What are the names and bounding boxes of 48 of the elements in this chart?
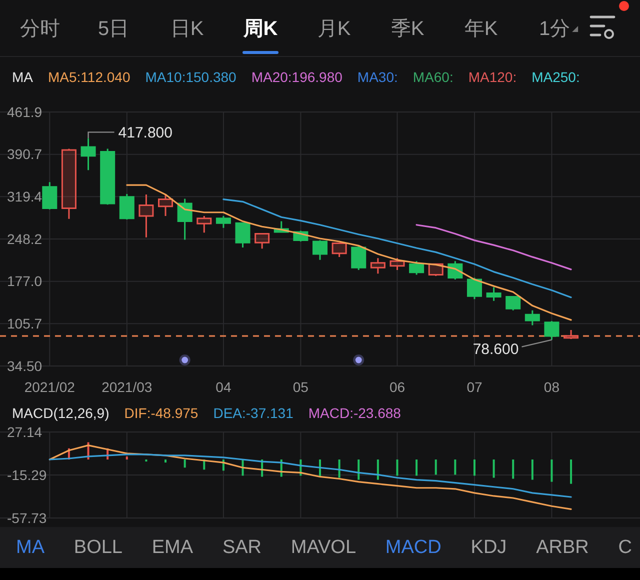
legend-item: DIF:-48.975 <box>124 405 198 421</box>
tab-label: 年K <box>464 18 498 40</box>
y-tick-label: 105.7 <box>7 316 42 332</box>
y-tick-label: -57.73 <box>7 510 47 526</box>
indicator-tab-label: C <box>618 537 632 558</box>
x-tick-label: 2021/03 <box>102 378 152 395</box>
legend-item: MACD:-23.688 <box>308 405 401 421</box>
x-tick-label: 07 <box>466 378 482 395</box>
y-tick-label: 319.4 <box>7 188 42 205</box>
x-tick-label: 05 <box>292 378 308 395</box>
indicator-tab-label: MACD <box>385 537 442 558</box>
legend-item: MA10:150.380 <box>145 69 236 85</box>
legend-item: DEA:-37.131 <box>213 405 294 421</box>
x-tick-label: 08 <box>544 378 560 395</box>
indicator-tab-label: BOLL <box>74 537 122 558</box>
legend-item: MA120: <box>468 69 517 85</box>
y-tick-label: 34.50 <box>7 358 42 374</box>
legend-item: MA20:196.980 <box>251 69 342 85</box>
indicator-tab-label: KDJ <box>470 537 507 558</box>
indicator-tab-label: ARBR <box>536 537 589 558</box>
tab-label: 周K <box>243 18 278 40</box>
legend-item: MA30: <box>357 69 398 85</box>
y-tick-label: -15.29 <box>7 466 47 483</box>
y-tick-label: 461.9 <box>7 104 42 120</box>
x-tick-label: 2021/02 <box>24 378 75 395</box>
legend-title: MACD(12,26,9) <box>12 405 110 421</box>
y-tick-label: 27.14 <box>7 424 42 440</box>
legend-item: MA250: <box>532 69 580 85</box>
tab-label: 季K <box>390 18 424 40</box>
tab-label: 日K <box>170 18 204 40</box>
note-text: 417.800 <box>118 124 172 142</box>
tab-label: 1分 <box>538 18 570 40</box>
tab-label: 5日 <box>98 18 130 40</box>
indicator-tab-label: SAR <box>222 537 262 558</box>
x-tick-label: 06 <box>389 378 406 395</box>
note-text: 78.600 <box>472 341 519 358</box>
indicator-tab-label: EMA <box>152 537 194 558</box>
tab-label: 分时 <box>20 18 60 40</box>
legend-item: MA60: <box>412 69 454 85</box>
indicator-tab-label: MAVOL <box>290 537 356 558</box>
x-tick-label: 04 <box>216 378 232 395</box>
y-tick-label: 248.2 <box>7 230 42 247</box>
tab-label: 月K <box>317 18 351 40</box>
y-tick-label: 177.0 <box>7 273 42 290</box>
y-tick-label: 390.7 <box>7 146 42 162</box>
indicator-tab-label: MA <box>16 537 44 558</box>
legend-title: MA <box>12 69 33 85</box>
legend-item: MA5:112.040 <box>48 69 130 85</box>
